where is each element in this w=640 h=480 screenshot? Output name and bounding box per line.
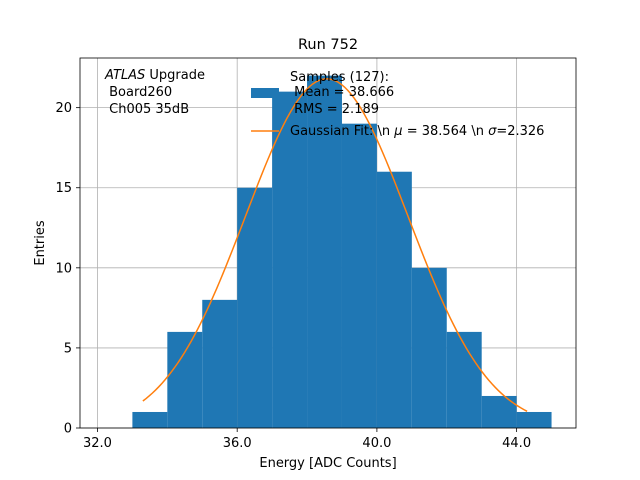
- legend-fit-mu-symbol: μ: [393, 124, 402, 139]
- legend-histogram-swatch: [251, 88, 279, 98]
- y-tick-label-0: 0: [64, 422, 72, 437]
- histogram-bar-3: [237, 187, 273, 428]
- x-axis-label: Energy [ADC Counts]: [259, 456, 396, 471]
- annotation-line-3: Ch005 35dB: [105, 102, 189, 117]
- annotation-upgrade: Upgrade: [145, 68, 205, 83]
- annotation-atlas: ATLAS: [104, 68, 145, 83]
- histogram-bars: [132, 75, 552, 429]
- annotation-line-2: Board260: [105, 85, 172, 100]
- histogram-bar-8: [411, 267, 447, 428]
- histogram-bar-1: [167, 331, 203, 428]
- histogram-bar-6: [341, 123, 377, 429]
- legend-fit-mu-value: = 38.564 \n: [403, 124, 489, 139]
- y-tick-label-4: 20: [55, 101, 72, 116]
- legend-fit-label: Gaussian Fit: \n μ = 38.564 \n σ=2.326: [290, 124, 544, 139]
- chart-title: Run 752: [298, 37, 358, 53]
- gaussian-fit-curve: [142, 78, 528, 412]
- histogram-bar-2: [202, 299, 238, 428]
- histogram-bar-11: [516, 411, 552, 428]
- atlas-annotation: ATLAS Upgrade Board260 Ch005 35dB: [104, 68, 205, 117]
- y-tick-label-3: 15: [55, 181, 72, 196]
- legend-histogram-line-3: RMS = 2.189: [290, 102, 379, 117]
- legend-fit-sigma-symbol: σ: [488, 124, 497, 139]
- legend-fit-prefix: Gaussian Fit: \n: [290, 124, 394, 139]
- histogram-bar-5: [307, 75, 342, 428]
- legend-histogram-line-2: Mean = 38.666: [290, 85, 394, 100]
- legend: Samples (127): Mean = 38.666 RMS = 2.189…: [251, 70, 544, 139]
- y-tick-label-2: 10: [55, 261, 72, 276]
- annotation-line-1: ATLAS Upgrade: [104, 68, 205, 83]
- axes-frame: [79, 57, 577, 429]
- x-tick-label-2: 40.0: [362, 436, 391, 451]
- legend-histogram-line-1: Samples (127):: [290, 70, 389, 85]
- histogram-bar-9: [446, 331, 482, 428]
- x-tick-label-3: 44.0: [502, 436, 531, 451]
- legend-fit-sigma-value: =2.326: [496, 124, 544, 139]
- histogram-bar-0: [132, 411, 168, 428]
- x-tick-label-1: 36.0: [223, 436, 252, 451]
- axis-ticks: 32.0 36.0 40.0 44.0 0 5 10 15 20: [55, 101, 531, 451]
- y-axis-label: Entries: [33, 220, 48, 266]
- histogram-bar-4: [272, 91, 308, 429]
- histogram-bar-7: [376, 171, 412, 428]
- y-tick-label-1: 5: [64, 341, 72, 356]
- x-tick-label-0: 32.0: [83, 436, 112, 451]
